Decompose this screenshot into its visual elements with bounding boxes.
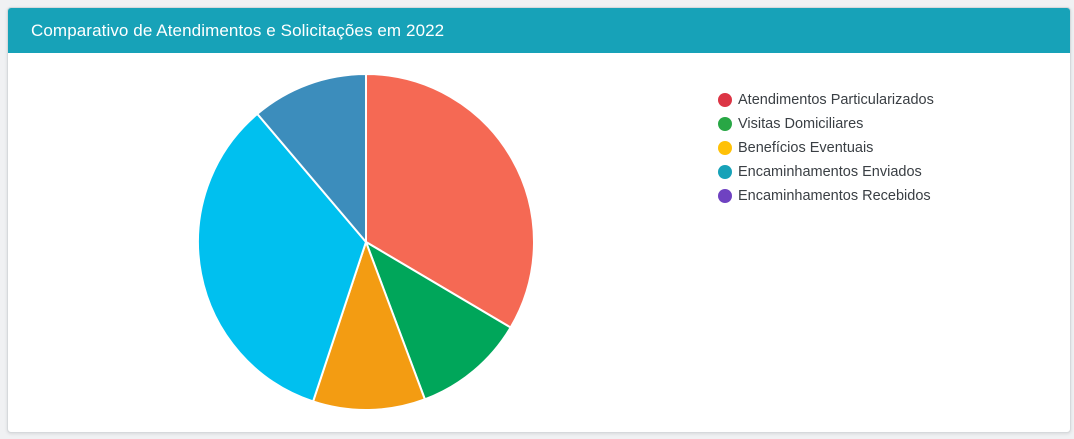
pie-slice-encaminhamentos-enviados[interactable]: [197, 112, 368, 403]
legend-label: Encaminhamentos Recebidos: [738, 188, 931, 204]
pie-slice-atendimentos-particularizados[interactable]: [365, 72, 535, 329]
legend-label: Visitas Domiciliares: [738, 116, 864, 132]
legend-item-atendimentos-particularizados[interactable]: Atendimentos Particularizados: [718, 88, 934, 112]
chart-legend: Atendimentos Particularizados Visitas Do…: [718, 88, 934, 208]
legend-label: Benefícios Eventuais: [738, 140, 874, 156]
pie-slice-visitas-domiciliares[interactable]: [364, 239, 512, 401]
legend-item-encaminhamentos-enviados[interactable]: Encaminhamentos Enviados: [718, 160, 934, 184]
pie-slice-encaminhamentos-recebidos[interactable]: [255, 72, 367, 245]
legend-swatch: [718, 141, 732, 155]
legend-swatch: [718, 165, 732, 179]
legend-swatch: [718, 189, 732, 203]
card-header: Comparativo de Atendimentos e Solicitaçõ…: [8, 8, 1070, 53]
legend-item-visitas-domiciliares[interactable]: Visitas Domiciliares: [718, 112, 934, 136]
pie-chart: [197, 72, 535, 411]
chart-area: Atendimentos Particularizados Visitas Do…: [8, 53, 1070, 432]
chart-card: Comparativo de Atendimentos e Solicitaçõ…: [7, 7, 1071, 433]
legend-item-encaminhamentos-recebidos[interactable]: Encaminhamentos Recebidos: [718, 184, 934, 208]
legend-item-beneficios-eventuais[interactable]: Benefícios Eventuais: [718, 136, 934, 160]
legend-label: Encaminhamentos Enviados: [738, 164, 922, 180]
legend-label: Atendimentos Particularizados: [738, 92, 934, 108]
legend-swatch: [718, 93, 732, 107]
card-title: Comparativo de Atendimentos e Solicitaçõ…: [31, 20, 445, 40]
pie-slice-beneficios-eventuais[interactable]: [311, 238, 427, 411]
legend-swatch: [718, 117, 732, 131]
